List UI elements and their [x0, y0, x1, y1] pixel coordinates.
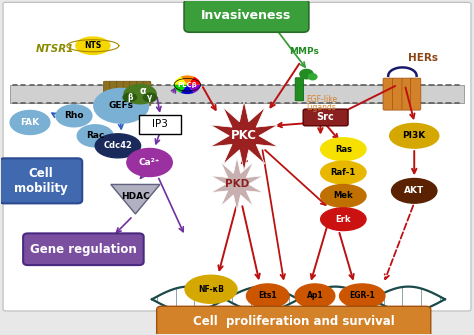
Text: Cell
mobility: Cell mobility — [14, 167, 68, 195]
Text: Cdc42: Cdc42 — [103, 141, 132, 150]
Ellipse shape — [77, 125, 113, 147]
FancyBboxPatch shape — [143, 81, 151, 106]
FancyBboxPatch shape — [137, 81, 145, 106]
Wedge shape — [181, 75, 194, 85]
Text: Src: Src — [317, 113, 334, 123]
Ellipse shape — [392, 179, 437, 203]
Text: NF-κB: NF-κB — [198, 285, 224, 294]
FancyBboxPatch shape — [410, 78, 421, 110]
Ellipse shape — [124, 84, 156, 104]
Ellipse shape — [144, 93, 156, 102]
Wedge shape — [174, 77, 187, 85]
Text: MMPs: MMPs — [289, 47, 319, 56]
Ellipse shape — [127, 148, 172, 177]
FancyBboxPatch shape — [383, 78, 393, 110]
Polygon shape — [111, 185, 160, 214]
Text: Ca²⁺: Ca²⁺ — [139, 158, 160, 167]
Text: Ap1: Ap1 — [307, 291, 323, 300]
Text: GEFs: GEFs — [109, 101, 134, 110]
Ellipse shape — [95, 134, 141, 158]
FancyBboxPatch shape — [0, 158, 82, 203]
Text: Invasiveness: Invasiveness — [201, 9, 292, 22]
FancyBboxPatch shape — [3, 2, 471, 311]
FancyBboxPatch shape — [392, 78, 403, 110]
Text: Ets1: Ets1 — [258, 291, 277, 300]
Wedge shape — [181, 85, 194, 94]
FancyBboxPatch shape — [103, 81, 111, 106]
Ellipse shape — [320, 185, 366, 207]
FancyBboxPatch shape — [110, 81, 118, 106]
Ellipse shape — [295, 284, 335, 308]
Text: IP3: IP3 — [152, 120, 168, 129]
Ellipse shape — [320, 161, 366, 184]
Text: γ: γ — [147, 93, 153, 102]
Ellipse shape — [123, 93, 137, 102]
Ellipse shape — [10, 111, 50, 134]
Ellipse shape — [309, 74, 317, 80]
Text: β: β — [127, 93, 132, 102]
Ellipse shape — [300, 69, 313, 79]
Wedge shape — [187, 85, 201, 93]
Ellipse shape — [76, 37, 110, 54]
FancyBboxPatch shape — [123, 81, 131, 106]
Text: α: α — [139, 86, 146, 96]
Ellipse shape — [339, 284, 385, 308]
Ellipse shape — [246, 284, 289, 308]
Text: Ras: Ras — [335, 145, 352, 154]
Ellipse shape — [320, 208, 366, 230]
Ellipse shape — [320, 138, 366, 160]
Text: Cell  proliferation and survival: Cell proliferation and survival — [193, 315, 394, 328]
Polygon shape — [210, 101, 278, 171]
Text: AKT: AKT — [404, 186, 424, 195]
Text: Rho: Rho — [64, 111, 84, 120]
Text: Ligands: Ligands — [307, 103, 337, 112]
Text: EGR-1: EGR-1 — [349, 291, 375, 300]
Text: PLCβ: PLCβ — [177, 82, 197, 88]
FancyBboxPatch shape — [23, 233, 144, 265]
Text: Raf-1: Raf-1 — [331, 168, 356, 177]
Text: HDAC: HDAC — [121, 192, 150, 201]
Text: Rac: Rac — [86, 131, 104, 140]
Ellipse shape — [94, 88, 149, 123]
Text: Gene regulation: Gene regulation — [30, 243, 137, 256]
Text: PKC: PKC — [231, 129, 257, 142]
Polygon shape — [211, 157, 263, 211]
Bar — [10, 85, 464, 104]
FancyBboxPatch shape — [402, 78, 412, 110]
Ellipse shape — [185, 275, 237, 303]
Text: PI3K: PI3K — [402, 131, 426, 140]
Wedge shape — [174, 85, 187, 93]
Text: HERs: HERs — [408, 53, 438, 63]
Ellipse shape — [56, 105, 92, 127]
Text: FAK: FAK — [20, 118, 39, 127]
Text: Mek: Mek — [334, 191, 353, 200]
FancyBboxPatch shape — [184, 0, 309, 32]
FancyBboxPatch shape — [303, 109, 348, 126]
Text: NTS: NTS — [84, 41, 101, 50]
FancyBboxPatch shape — [130, 81, 138, 106]
FancyBboxPatch shape — [139, 115, 181, 134]
Text: PKD: PKD — [225, 179, 249, 189]
FancyBboxPatch shape — [295, 78, 304, 101]
FancyBboxPatch shape — [156, 306, 431, 335]
Text: Erk: Erk — [336, 215, 351, 224]
FancyBboxPatch shape — [117, 81, 125, 106]
Text: NTSR1: NTSR1 — [36, 45, 74, 54]
Text: EGF-like: EGF-like — [307, 95, 337, 105]
Ellipse shape — [390, 124, 439, 148]
Wedge shape — [187, 77, 201, 85]
